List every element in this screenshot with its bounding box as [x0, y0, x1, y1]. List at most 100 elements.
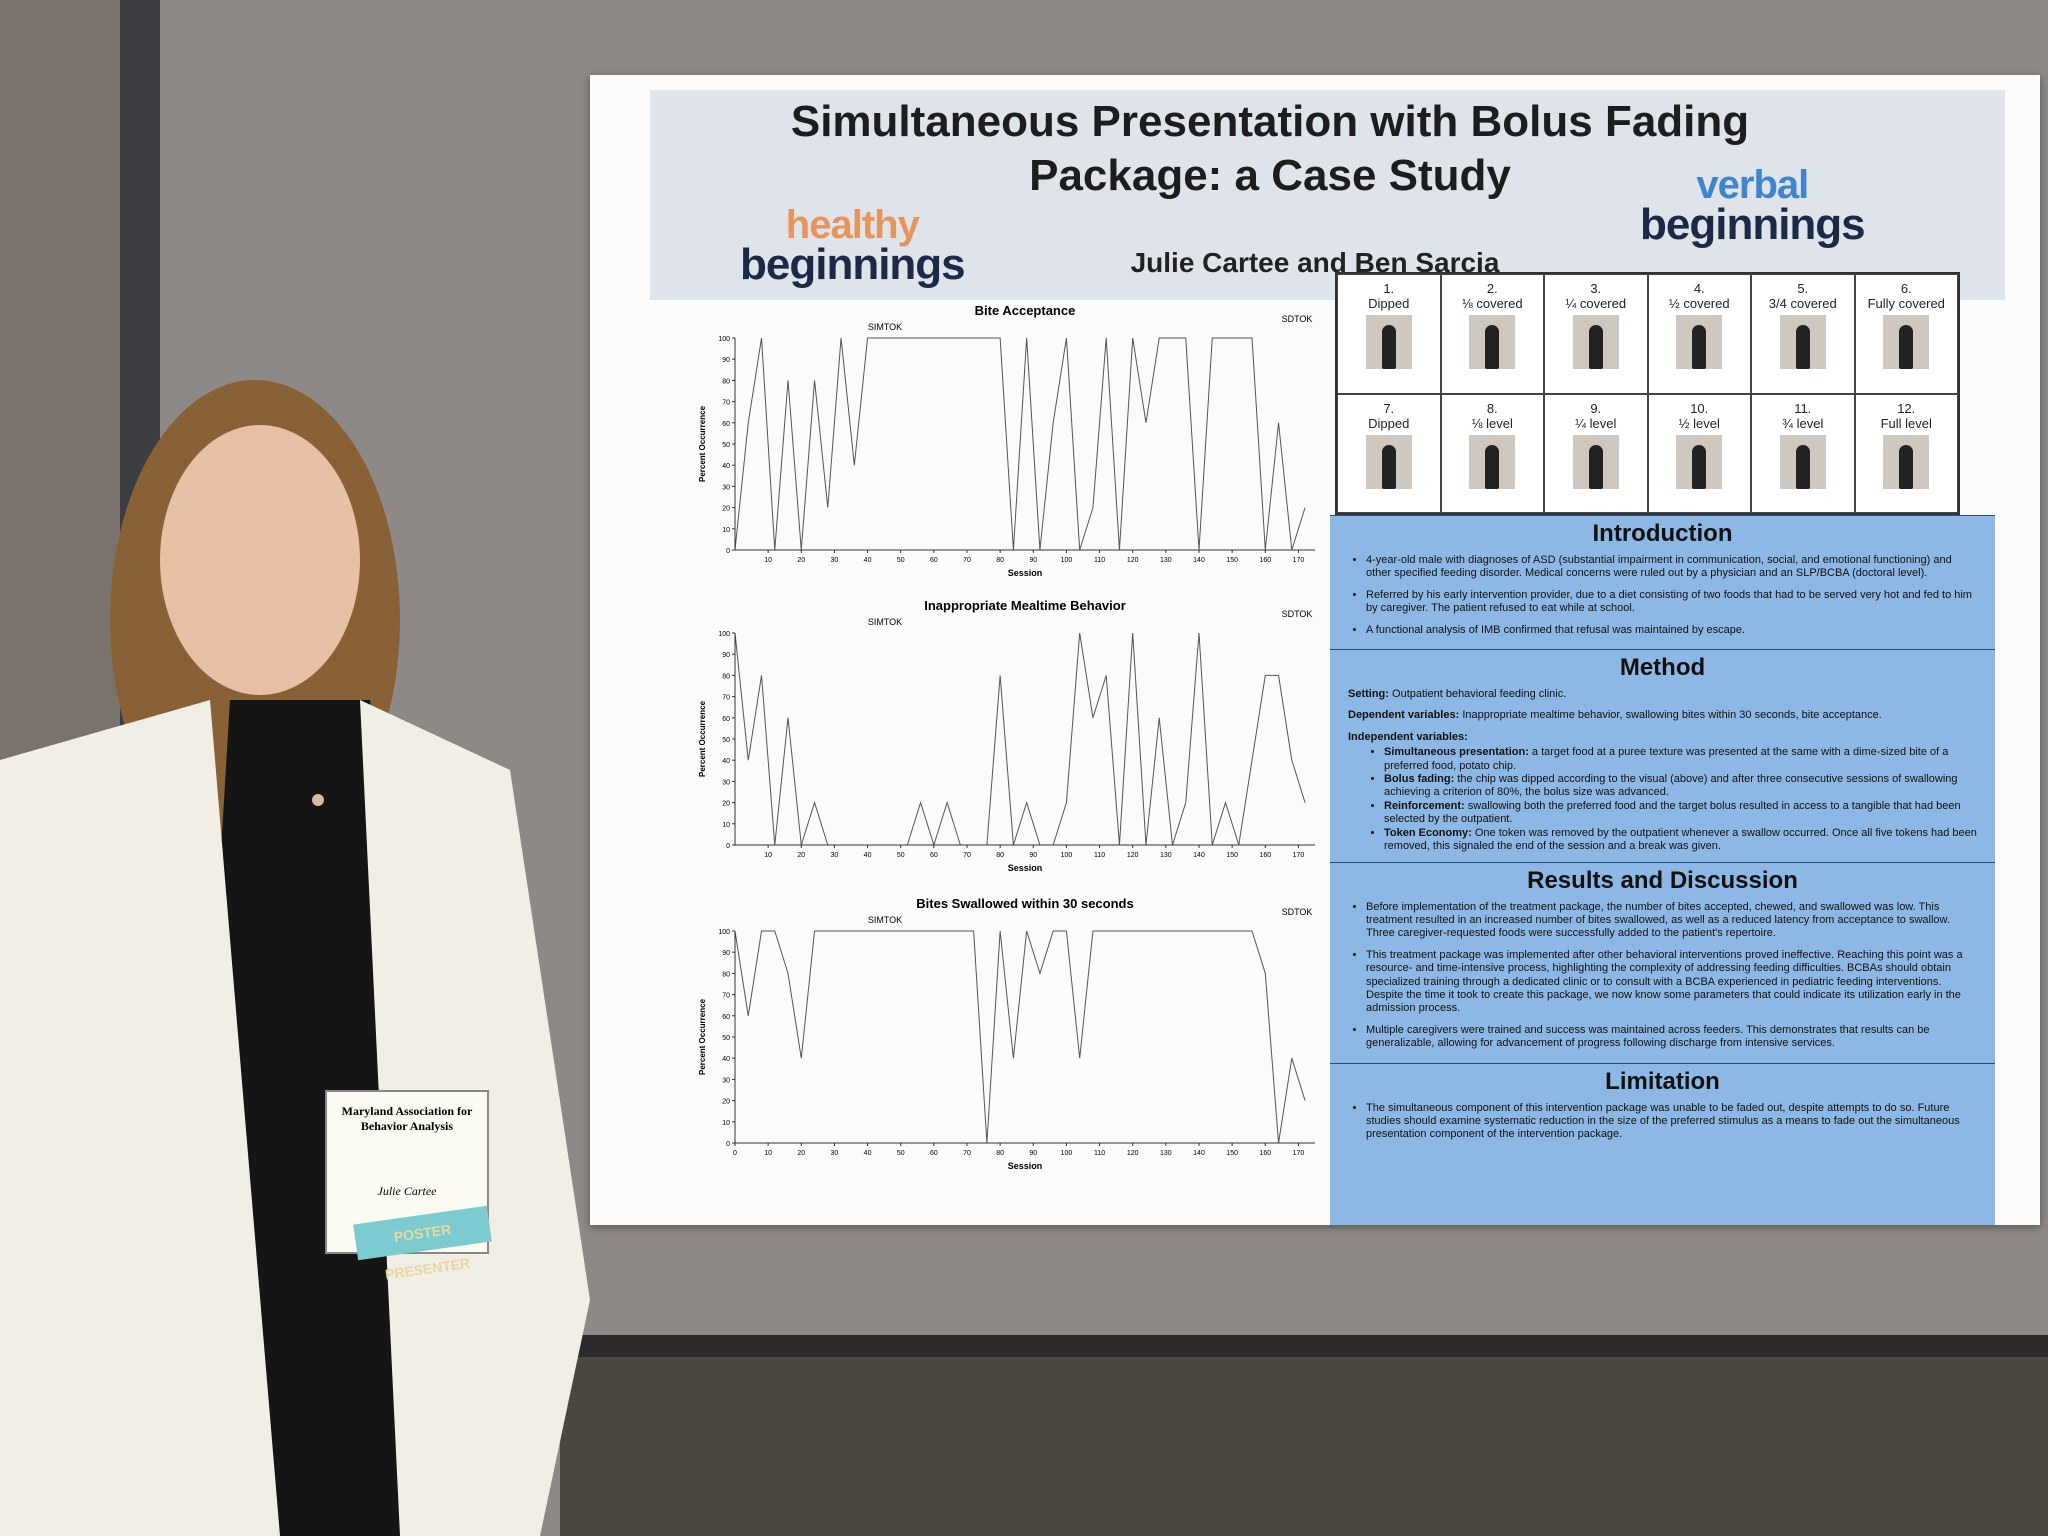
stimulus-label: 3/4 covered	[1768, 296, 1837, 311]
x-tick-label: 100	[1061, 557, 1073, 564]
y-tick-label: 90	[722, 950, 730, 957]
y-tick-label: 20	[722, 801, 730, 808]
chart: Bites Swallowed within 30 seconds SIMTOK S…	[698, 896, 1315, 1171]
y-tick-label: 100	[718, 929, 730, 936]
y-tick-label: 50	[722, 1035, 730, 1042]
y-tick-label: 80	[722, 673, 730, 680]
x-tick-label: 110	[1094, 852, 1105, 859]
x-tick-label: 70	[963, 557, 971, 564]
x-tick-label: 100	[1061, 1150, 1073, 1157]
badge-name: Julie Cartee	[377, 1184, 437, 1198]
y-tick-label: 40	[722, 758, 730, 765]
label: Token Economy:	[1384, 826, 1472, 839]
stimulus-label: ⅛ level	[1471, 415, 1513, 431]
section-heading: Results and Discussion	[1527, 866, 1798, 894]
x-axis-label: Session	[1008, 863, 1043, 873]
label: Independent variables:	[1348, 730, 1468, 743]
x-tick-label: 150	[1226, 852, 1238, 859]
y-tick-label: 40	[722, 463, 730, 470]
x-tick-label: 80	[996, 557, 1004, 564]
chart: Bite Acceptance SIMTOK SDTOK 0 10 20 30 40 50 60 7…	[698, 303, 1315, 578]
bullet: A functional analysis of IMB confirmed t…	[1366, 624, 1977, 637]
stimulus-number: 10.	[1690, 400, 1709, 416]
y-axis-label: Percent Occurrence	[698, 405, 707, 482]
label: Bolus fading:	[1384, 773, 1455, 786]
x-tick-label: 120	[1127, 852, 1139, 859]
poster-title: Simultaneous Presentation with Bolus Fad…	[790, 97, 1750, 200]
stimulus-photo	[1572, 434, 1619, 489]
stimulus-photo	[1676, 434, 1723, 489]
x-tick-label: 30	[831, 1150, 839, 1157]
x-tick-label: 30	[831, 557, 839, 564]
x-tick-label: 130	[1160, 852, 1172, 859]
stimulus-label: ¼ covered	[1565, 296, 1627, 311]
y-tick-label: 0	[726, 548, 730, 555]
y-tick-label: 50	[722, 442, 730, 449]
y-tick-label: 30	[722, 1077, 730, 1084]
phase-label: SIMTOK	[868, 322, 902, 332]
y-tick-label: 20	[722, 1099, 730, 1106]
x-tick-label: 140	[1193, 557, 1205, 564]
phase-label: SDTOK	[1282, 609, 1313, 619]
paragraph: Bolus fading: the chip was dipped accord…	[1384, 773, 1977, 800]
x-tick-label: 160	[1259, 557, 1271, 564]
paragraph: Dependent variables: Inappropriate mealt…	[1348, 709, 1977, 722]
name-badge: Maryland Association for Behavior Analys…	[325, 1090, 489, 1254]
x-tick-label: 140	[1193, 852, 1205, 859]
y-tick-label: 30	[722, 779, 730, 786]
y-tick-label: 90	[722, 357, 730, 364]
stimulus-label: ½ covered	[1668, 296, 1730, 311]
stimulus-cell: 3. ¼ covered	[1544, 274, 1648, 394]
logo: verbal beginnings	[1640, 165, 1866, 249]
stimulus-number: 9.	[1590, 400, 1602, 416]
x-tick-label: 100	[1061, 852, 1073, 859]
x-tick-label: 120	[1127, 1150, 1139, 1157]
text: Inappropriate mealtime behavior, swallow…	[1462, 709, 1882, 722]
stimulus-cell: 2. ⅛ covered	[1440, 274, 1544, 394]
x-tick-label: 70	[963, 1150, 971, 1157]
label: Dependent variables:	[1348, 709, 1460, 722]
label: Reinforcement:	[1384, 799, 1465, 812]
stimulus-number: 5.	[1797, 281, 1809, 296]
paragraph: Token Economy: One token was removed by …	[1384, 827, 1977, 854]
y-tick-label: 40	[722, 1056, 730, 1063]
stimulus-number: 2.	[1486, 281, 1498, 296]
x-tick-label: 10	[764, 852, 772, 859]
stimulus-cell: 7. Dipped	[1337, 393, 1441, 513]
stimulus-label: ⅛ covered	[1461, 296, 1523, 311]
bullet: Multiple caregivers were trained and suc…	[1366, 1024, 1977, 1051]
y-tick-label: 80	[722, 971, 730, 978]
x-tick-label: 70	[963, 852, 971, 859]
phase-label: SIMTOK	[868, 915, 902, 925]
stimulus-photo	[1676, 315, 1723, 369]
x-tick-label: 120	[1127, 557, 1139, 564]
section: Introduction 4-year-old male with diagnos…	[1330, 515, 1995, 649]
y-tick-label: 60	[722, 716, 730, 723]
x-tick-label: 150	[1226, 1150, 1238, 1157]
logo-text: beginnings	[1640, 200, 1866, 249]
bullet-list: Simultaneous presentation: a target food…	[1384, 746, 1977, 853]
x-tick-label: 20	[797, 1150, 805, 1157]
stimulus-label: Dipped	[1368, 415, 1410, 431]
x-tick-label: 170	[1293, 557, 1305, 564]
x-tick-label: 40	[864, 1150, 872, 1157]
bullet: This treatment package was implemented a…	[1366, 949, 1977, 1016]
chart-title: Bite Acceptance	[975, 303, 1076, 318]
stimulus-label: ½ level	[1678, 415, 1720, 431]
paragraph: Independent variables:	[1348, 731, 1977, 744]
x-tick-label: 60	[930, 1150, 938, 1157]
stimulus-photo	[1469, 315, 1516, 369]
stimulus-label: ¾ level	[1782, 415, 1824, 431]
label: Simultaneous presentation:	[1384, 746, 1529, 759]
poster: Simultaneous Presentation with Bolus Fad…	[590, 75, 2040, 1225]
x-tick-label: 30	[831, 852, 839, 859]
x-tick-label: 170	[1293, 852, 1305, 859]
stimulus-photo	[1883, 315, 1930, 369]
y-tick-label: 80	[722, 378, 730, 385]
data-line	[734, 930, 1306, 1144]
chart-title: Bites Swallowed within 30 seconds	[916, 896, 1133, 911]
x-tick-label: 50	[897, 852, 905, 859]
section-heading: Introduction	[1592, 520, 1733, 547]
x-tick-label: 110	[1094, 1150, 1105, 1157]
stimulus-number: 1.	[1383, 281, 1395, 296]
